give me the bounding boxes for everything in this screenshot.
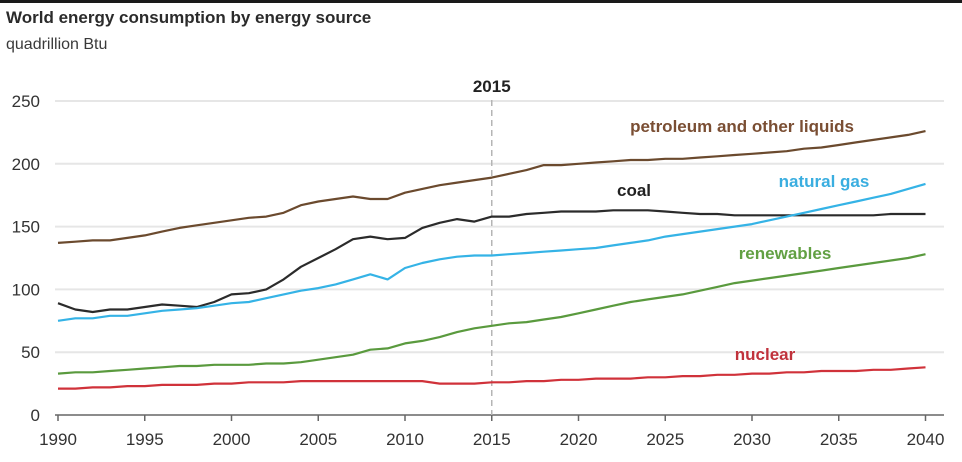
series-label-nuclear: nuclear (735, 345, 796, 364)
series-line-coal (57, 209, 926, 314)
annotation-label: 2015 (473, 77, 511, 96)
x-tick-label: 2040 (907, 430, 945, 449)
y-tick-label: 250 (12, 92, 40, 111)
series-line-natural-gas (57, 182, 926, 322)
y-tick-label: 100 (12, 280, 40, 299)
x-axis: 1990 1995 2000 2005 2010 2015 2020 2025 2030 2035… (39, 414, 945, 449)
y-tick-label: 200 (12, 155, 40, 174)
top-border (0, 0, 962, 3)
grid-lines (55, 100, 944, 354)
series-labels: petroleum and other liquids coal natural g… (617, 117, 869, 364)
series-line-renewables (57, 253, 926, 375)
x-tick-label: 2035 (820, 430, 858, 449)
series-label-renewables: renewables (739, 244, 832, 263)
y-tick-label: 0 (31, 406, 40, 425)
series-line-petroleum-and-other-liquids (57, 130, 926, 244)
series-label-coal: coal (617, 181, 651, 200)
y-tick-label: 150 (12, 218, 40, 237)
annotations: 2015 (473, 77, 511, 415)
x-tick-label: 2025 (646, 430, 684, 449)
x-tick-label: 2030 (733, 430, 771, 449)
chart-subtitle: quadrillion Btu (6, 36, 108, 53)
x-tick-label: 2000 (213, 430, 251, 449)
x-tick-label: 2005 (299, 430, 337, 449)
x-tick-label: 2010 (386, 430, 424, 449)
x-tick-label: 1990 (39, 430, 77, 449)
chart-title: World energy consumption by energy sourc… (6, 8, 372, 27)
y-axis-tick-labels: 0 50 100 150 200 250 (12, 92, 40, 425)
x-tick-label: 1995 (126, 430, 164, 449)
y-tick-label: 50 (21, 343, 40, 362)
series-label-natural-gas: natural gas (779, 172, 870, 191)
x-tick-label: 2015 (473, 430, 511, 449)
series-lines (57, 130, 926, 390)
x-tick-label: 2020 (560, 430, 598, 449)
series-line-nuclear (58, 366, 926, 390)
series-label-petroleum-and-other-liquids: petroleum and other liquids (630, 117, 854, 136)
